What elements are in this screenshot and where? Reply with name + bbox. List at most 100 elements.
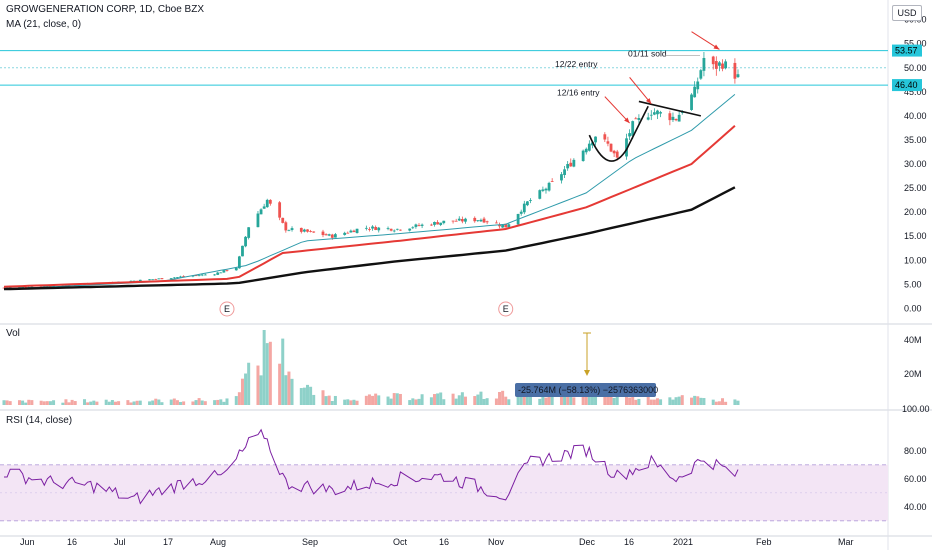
volume-bar xyxy=(680,395,684,405)
candle-body xyxy=(634,118,638,120)
volume-bar xyxy=(559,392,563,405)
price-tick-label: 45.00 xyxy=(904,87,927,97)
rsi-line xyxy=(4,428,739,505)
candle-body xyxy=(649,114,653,116)
volume-bar xyxy=(479,391,483,405)
candle-body xyxy=(49,285,52,287)
rsi-band xyxy=(0,464,888,521)
volume-bar xyxy=(494,398,498,405)
candle-body xyxy=(371,226,374,229)
volume-bar xyxy=(668,397,672,405)
candle-body xyxy=(346,232,350,234)
volume-bar xyxy=(219,399,223,405)
candle-body xyxy=(234,267,238,271)
candle-body xyxy=(364,227,368,229)
measure-label-box xyxy=(515,383,656,397)
candle-body xyxy=(429,224,433,226)
candle-body xyxy=(278,202,282,218)
earnings-marker-label: E xyxy=(224,304,230,314)
volume-bar xyxy=(52,400,56,405)
volume-bar xyxy=(324,396,328,405)
volume-bar xyxy=(21,400,25,405)
candle-body xyxy=(262,206,266,209)
date-tick-label: 17 xyxy=(163,537,173,547)
volume-bar xyxy=(129,402,133,405)
volume-bar xyxy=(637,398,641,405)
volume-bar xyxy=(395,393,399,405)
candle-body xyxy=(222,270,226,273)
date-tick-label: Jul xyxy=(114,537,126,547)
date-tick-label: Sep xyxy=(302,537,318,547)
volume-bar xyxy=(628,397,632,405)
volume-bar xyxy=(420,394,424,405)
volume-bar xyxy=(612,397,616,405)
volume-bar xyxy=(330,401,334,405)
price-tag-label: 53.57 xyxy=(895,46,918,56)
candle-body xyxy=(495,222,498,224)
candle-body xyxy=(284,222,288,231)
ma-legend: MA (21, close, 0) xyxy=(6,19,82,30)
volume-bar xyxy=(346,399,350,405)
volume-bar xyxy=(262,330,266,405)
candle-body xyxy=(504,223,508,228)
volume-bar xyxy=(61,402,65,405)
volume-bar xyxy=(693,395,697,405)
candle-body xyxy=(680,112,684,113)
volume-bar xyxy=(302,387,306,405)
volume-bar xyxy=(699,397,703,405)
volume-bar xyxy=(5,400,9,405)
earnings-marker xyxy=(219,301,235,317)
volume-bar xyxy=(222,401,226,405)
volume-bar xyxy=(507,399,511,405)
currency-badge[interactable]: USD xyxy=(892,5,922,21)
volume-bar xyxy=(240,378,244,405)
price-tick-label: 10.00 xyxy=(904,255,927,265)
candle-body xyxy=(656,110,659,115)
price-tick-label: 0.00 xyxy=(904,303,922,313)
volume-bar xyxy=(290,378,294,405)
candle-body xyxy=(265,199,269,208)
candle-body xyxy=(241,245,244,257)
candle-body xyxy=(151,279,155,281)
candle-body xyxy=(457,218,461,221)
candle-body xyxy=(333,234,337,238)
candle-body xyxy=(30,286,34,288)
date-tick-label: 16 xyxy=(67,537,77,547)
moving-average-line-ma_black xyxy=(3,186,736,291)
candle-body xyxy=(439,222,443,225)
candle-body xyxy=(690,94,693,110)
volume-bar xyxy=(736,400,740,405)
candle-body xyxy=(176,277,179,278)
candle-body xyxy=(501,225,505,228)
candle-body xyxy=(476,220,480,222)
candle-body xyxy=(312,231,316,233)
volume-bar xyxy=(259,375,263,405)
volume-bar xyxy=(519,391,523,405)
volume-bar xyxy=(216,399,220,405)
candle-body xyxy=(247,227,251,238)
moving-average-line-ma_red xyxy=(3,125,736,288)
volume-bar xyxy=(659,399,663,405)
measure-arrowhead xyxy=(584,370,590,376)
price-tag-label: 46.40 xyxy=(895,80,918,90)
candle-body xyxy=(460,219,464,222)
volume-bar xyxy=(154,398,158,405)
volume-bar xyxy=(39,400,43,405)
rsi-legend: RSI (14, close) xyxy=(6,415,73,426)
volume-bar xyxy=(67,402,71,405)
volume-tick-label: 20M xyxy=(904,369,922,379)
volume-bar xyxy=(160,402,164,405)
candle-body xyxy=(225,270,229,271)
candle-body xyxy=(603,134,607,140)
candle-body xyxy=(615,151,619,158)
candle-body xyxy=(652,112,656,115)
annotation-arrowhead xyxy=(713,44,720,50)
volume-bar xyxy=(89,401,93,405)
volume-bar xyxy=(429,397,433,405)
candle-body xyxy=(299,227,303,232)
volume-bar xyxy=(151,400,155,405)
volume-bar xyxy=(528,389,532,405)
candle-body xyxy=(522,203,526,213)
candle-body xyxy=(411,227,415,229)
